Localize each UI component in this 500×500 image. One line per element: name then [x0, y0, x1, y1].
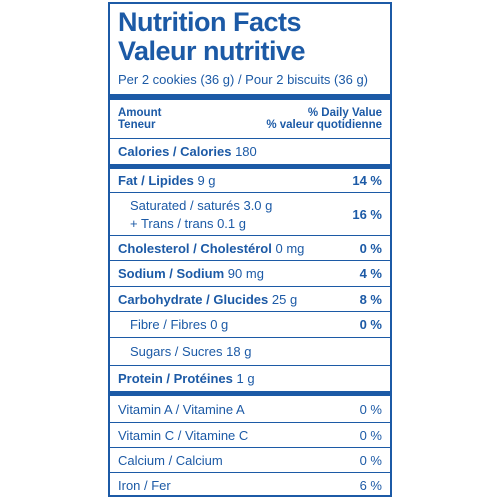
serving: Per 2 cookies (36 g) / Pour 2 biscuits (… — [118, 72, 369, 87]
calories-row: Calories / Calories 180 — [110, 139, 390, 169]
vitamin-row: Iron / Fer 6 % — [110, 473, 390, 497]
nutrient-row: Protein / Protéines 1 g — [110, 366, 390, 396]
vitamin-label: Iron / Fer — [118, 477, 171, 493]
nutrient-row: Sugars / Sucres 18 g — [110, 338, 390, 366]
nutrient-amount: 3.0 g — [243, 197, 273, 213]
nutrient-row: Fat / Lipides 9 g 14 % — [110, 169, 390, 193]
dv-header: % Daily Value — [307, 107, 382, 119]
nutrition-label: Nutrition Facts Valeur nutritive Per 2 c… — [108, 2, 392, 497]
nutrient-amount: 0.1 g — [217, 215, 246, 231]
vitamin-row: Calcium / Calcium 0 % — [110, 448, 390, 473]
nutrient-label: Protein / Protéines — [118, 371, 233, 386]
vitamin-label: Calcium / Calcium — [118, 452, 223, 468]
title-fr: Valeur nutritive — [118, 36, 306, 66]
vitamin-dv: 0 % — [359, 452, 382, 468]
nutrient-amount: 0 mg — [275, 240, 305, 256]
nutrient-row: Sodium / Sodium 90 mg 4 % — [110, 261, 390, 287]
nutrient-label: Carbohydrate / Glucides — [118, 291, 269, 307]
nutrient-amount: 25 g — [271, 291, 298, 307]
nutrient-amount: 18 g — [226, 344, 252, 359]
vitamin-row: Vitamin A / Vitamine A 0 % — [110, 396, 390, 423]
nutrient-label: Fibre / Fibres — [130, 317, 207, 332]
dv-header-fr: % valeur quotidienne — [266, 119, 382, 131]
calories-label: Calories / Calories — [118, 144, 232, 159]
nutrient-amount: 1 g — [236, 371, 255, 386]
nutrient-amount: 9 g — [197, 173, 216, 188]
nutrient-dv: 16 % — [352, 206, 382, 222]
nutrient-label: Saturated / saturés — [130, 197, 240, 213]
calories-amount: 180 — [235, 144, 257, 159]
nutrient-dv: 0 % — [359, 240, 382, 256]
label-header: Nutrition Facts Valeur nutritive Per 2 c… — [110, 4, 390, 100]
nutrient-row: Saturated / saturés 3.0 g + Trans / tran… — [110, 193, 390, 236]
column-header: Amount Teneur % Daily Value% valeur quoti… — [110, 100, 390, 139]
nutrient-label: Fat / Lipides — [118, 173, 194, 188]
nutrient-row: Fibre / Fibres 0 g 0 % — [110, 312, 390, 338]
nutrient-dv: 8 % — [359, 291, 382, 307]
vitamin-row: Vitamin C / Vitamine C 0 % — [110, 423, 390, 448]
title: Nutrition Facts — [118, 7, 302, 37]
vitamin-dv: 0 % — [359, 401, 382, 417]
nutrient-row: Cholesterol / Cholestérol 0 mg 0 % — [110, 236, 390, 261]
nutrient-label: Sodium / Sodium — [118, 266, 225, 281]
vitamin-label: Vitamin C / Vitamine C — [118, 427, 249, 443]
vitamin-dv: 0 % — [359, 427, 382, 443]
amount-header: Amount — [118, 107, 162, 119]
nutrient-dv: 0 % — [359, 317, 382, 332]
nutrient-dv: 4 % — [359, 266, 382, 281]
amount-header-fr: Teneur — [118, 119, 156, 131]
nutrient-amount: 0 g — [210, 317, 229, 332]
vitamin-dv: 6 % — [359, 477, 382, 493]
nutrient-label: Sugars / Sucres — [130, 344, 223, 359]
nutrient-amount: 90 mg — [227, 266, 264, 281]
nutrient-label: Cholesterol / Cholestérol — [118, 240, 272, 256]
nutrient-dv: 14 % — [352, 173, 382, 188]
nutrient-label: + Trans / trans — [130, 215, 214, 231]
vitamin-label: Vitamin A / Vitamine A — [118, 401, 245, 417]
nutrient-row: Carbohydrate / Glucides 25 g 8 % — [110, 287, 390, 312]
